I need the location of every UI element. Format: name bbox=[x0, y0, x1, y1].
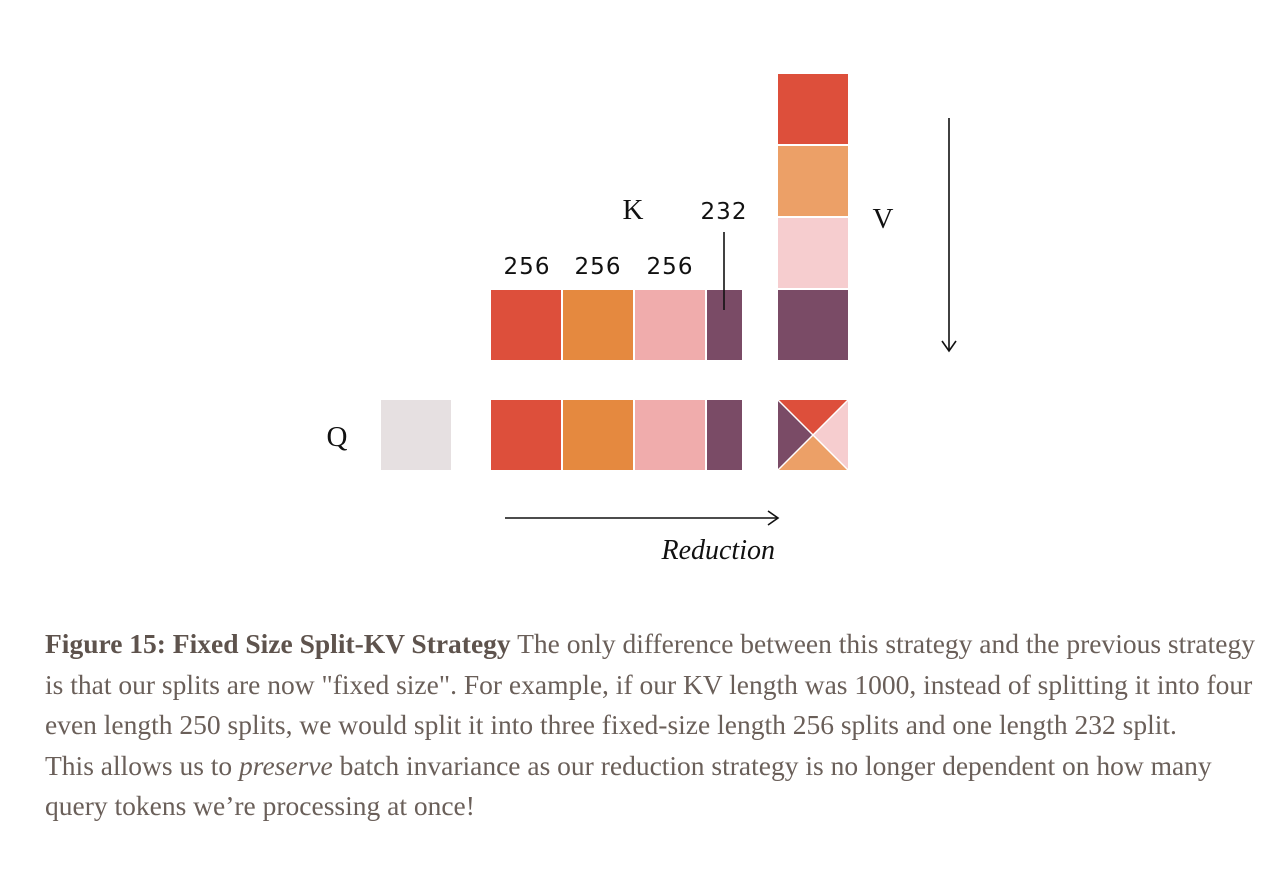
caption-emphasis: preserve bbox=[239, 749, 333, 781]
qk-split-4 bbox=[707, 400, 742, 470]
caption-text-2b: batch invariance as our reduction strate… bbox=[45, 749, 1212, 822]
split-size-label-1: 256 bbox=[504, 254, 551, 280]
v-label: V bbox=[873, 203, 894, 235]
k-label: K bbox=[623, 194, 644, 226]
output-block bbox=[777, 399, 849, 471]
q-label: Q bbox=[327, 421, 348, 453]
caption-paragraph-1: Figure 15: Fixed Size Split-KV Strategy … bbox=[45, 624, 1275, 746]
split-kv-diagram: K 256 256 256 232 V Q Reduction bbox=[327, 74, 957, 566]
qk-split-3 bbox=[635, 400, 705, 470]
caption-text-2a: This allows us to bbox=[45, 749, 240, 781]
split-size-label-4: 232 bbox=[701, 199, 748, 225]
qk-split-1 bbox=[491, 400, 561, 470]
q-block bbox=[381, 400, 451, 470]
caption-text-1: The only difference between this strateg… bbox=[45, 628, 1255, 740]
reduction-arrow-head bbox=[767, 510, 780, 526]
caption-paragraph-2: This allows us to preserve batch invaria… bbox=[45, 746, 1275, 827]
v-arrow-head bbox=[941, 340, 957, 353]
figure-caption: Figure 15: Fixed Size Split-KV Strategy … bbox=[45, 624, 1275, 827]
k-split-2 bbox=[563, 290, 633, 360]
k-split-3 bbox=[635, 290, 705, 360]
output-triangle-left bbox=[778, 400, 813, 470]
output-triangle-bottom bbox=[778, 435, 848, 470]
k-split-1 bbox=[491, 290, 561, 360]
figure-title: Figure 15: Fixed Size Split-KV Strategy bbox=[45, 628, 511, 659]
v-split-3 bbox=[778, 218, 848, 288]
qk-split-2 bbox=[563, 400, 633, 470]
output-triangle-top bbox=[778, 400, 848, 435]
v-split-4 bbox=[778, 290, 848, 360]
v-split-1 bbox=[778, 74, 848, 144]
split-size-label-2: 256 bbox=[575, 254, 622, 280]
split-size-label-3: 256 bbox=[647, 254, 694, 280]
v-split-2 bbox=[778, 146, 848, 216]
reduction-label: Reduction bbox=[660, 535, 775, 566]
output-triangle-right bbox=[813, 400, 848, 470]
